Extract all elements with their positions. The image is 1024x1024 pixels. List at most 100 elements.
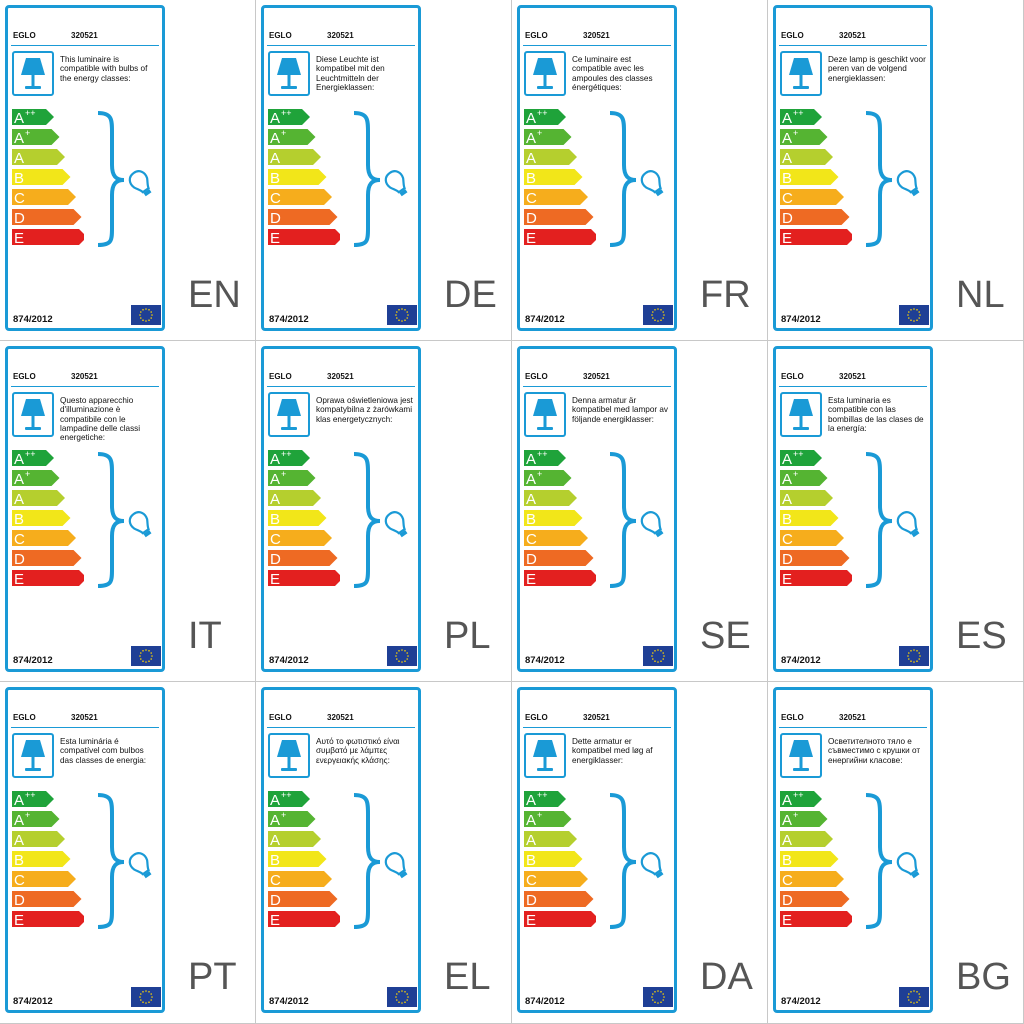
energy-class-superscript: ++: [537, 450, 548, 459]
energy-class-arrow: A: [268, 149, 321, 167]
energy-class-arrow: E: [524, 911, 596, 929]
energy-class-arrow: D: [524, 209, 594, 227]
language-code: EN: [188, 274, 241, 316]
energy-class-letter: C: [526, 872, 537, 889]
energy-label-card: EGLO 320521 Esta luminaria es compatible c…: [773, 346, 933, 672]
energy-class-superscript: +: [281, 128, 286, 138]
energy-class-letter: A: [14, 150, 24, 167]
compatibility-text: Questo apparecchio d'illuminazione è com…: [60, 396, 141, 443]
curly-brace-bulb: [609, 793, 664, 929]
product-code: 320521: [583, 31, 610, 40]
brand-name: EGLO: [13, 372, 36, 381]
energy-class-arrow: A +: [524, 469, 572, 488]
label-cell-pt: EGLO 320521 Esta luminária é compatível co…: [0, 682, 256, 1024]
energy-class-arrow: A +: [12, 128, 60, 147]
energy-class-superscript: ++: [25, 109, 36, 118]
energy-class-letter: A: [782, 451, 792, 468]
table-lamp-icon: [524, 392, 566, 437]
curly-brace-bulb: [609, 111, 664, 247]
energy-class-arrow: A: [780, 490, 833, 508]
energy-class-arrow: A +: [524, 128, 572, 147]
energy-class-letter: B: [782, 852, 792, 869]
energy-class-letter: A: [526, 471, 536, 488]
label-cell-se: EGLO 320521 Denna armatur är kompatibel me…: [512, 341, 768, 682]
energy-class-letter: C: [14, 872, 25, 889]
energy-class-arrow: A +: [268, 128, 316, 147]
energy-class-arrow: A ++: [268, 791, 310, 809]
energy-class-letter: A: [14, 110, 24, 127]
energy-class-arrow: B: [780, 510, 839, 528]
energy-class-arrow: E: [12, 570, 84, 588]
energy-class-arrow: B: [524, 851, 583, 869]
energy-class-arrow: D: [268, 550, 338, 568]
energy-class-letter: E: [270, 912, 280, 929]
energy-class-letter: A: [526, 110, 536, 127]
energy-class-letter: A: [526, 491, 536, 508]
energy-class-letter: A: [270, 792, 280, 809]
header-divider: [779, 727, 927, 728]
eu-flag-icon: [131, 646, 161, 666]
language-code: PL: [444, 615, 491, 657]
energy-class-arrow: B: [12, 510, 71, 528]
energy-class-arrow: C: [12, 189, 76, 207]
energy-class-arrow: A ++: [780, 791, 822, 809]
energy-class-letter: A: [14, 130, 24, 147]
energy-class-arrow: A ++: [12, 109, 54, 127]
energy-class-superscript: ++: [281, 791, 292, 800]
energy-class-letter: A: [526, 451, 536, 468]
product-code: 320521: [583, 372, 610, 381]
energy-class-letter: E: [526, 912, 536, 929]
energy-class-letter: A: [526, 792, 536, 809]
eu-flag-icon: [131, 305, 161, 325]
energy-class-arrow: E: [524, 570, 596, 588]
energy-class-arrow: C: [12, 530, 76, 548]
energy-class-letter: A: [782, 491, 792, 508]
light-bulb-icon: [128, 170, 152, 197]
energy-class-letter: A: [14, 812, 24, 829]
light-bulb-icon: [896, 170, 920, 197]
energy-class-arrow: A: [12, 149, 65, 167]
energy-class-letter: D: [782, 210, 793, 227]
energy-label-card: EGLO 320521 Questo apparecchio d'illuminaz…: [5, 346, 165, 672]
energy-class-arrow: D: [780, 550, 850, 568]
energy-class-letter: B: [782, 511, 792, 528]
regulation-number: 874/2012: [269, 655, 309, 666]
energy-class-letter: A: [270, 832, 280, 849]
energy-class-arrow: A: [12, 490, 65, 508]
energy-class-letter: A: [14, 451, 24, 468]
eu-flag-icon: [643, 646, 673, 666]
product-code: 320521: [839, 372, 866, 381]
table-lamp-icon: [12, 51, 54, 96]
energy-class-arrow: D: [524, 891, 594, 909]
energy-class-arrow: B: [524, 510, 583, 528]
energy-class-arrow: E: [524, 229, 596, 247]
energy-class-letter: A: [14, 792, 24, 809]
curly-brace-bulb: [353, 793, 408, 929]
energy-class-superscript: ++: [793, 791, 804, 800]
label-cell-nl: EGLO 320521 Deze lamp is geschikt voor per…: [768, 0, 1024, 341]
energy-class-arrow: A +: [780, 810, 828, 829]
product-code: 320521: [71, 372, 98, 381]
brand-name: EGLO: [13, 31, 36, 40]
curly-brace-bulb: [97, 111, 152, 247]
curly-brace-bulb: [353, 111, 408, 247]
energy-class-arrow: B: [780, 851, 839, 869]
language-code: PT: [188, 956, 237, 998]
energy-class-arrow: E: [780, 911, 852, 929]
compatibility-text: Esta luminaria es compatible con las bom…: [828, 396, 924, 433]
energy-class-arrow: C: [524, 189, 588, 207]
light-bulb-icon: [896, 852, 920, 879]
energy-class-letter: B: [14, 511, 24, 528]
energy-label-card: EGLO 320521 Oprawa oświetleniowa jest komp…: [261, 346, 421, 672]
energy-class-letter: A: [270, 451, 280, 468]
energy-class-arrow: B: [12, 851, 71, 869]
energy-class-letter: A: [526, 130, 536, 147]
energy-class-letter: C: [14, 531, 25, 548]
energy-class-arrow: A: [524, 831, 577, 849]
language-code: DE: [444, 274, 497, 316]
energy-class-letter: C: [782, 190, 793, 207]
energy-class-arrow: A: [780, 149, 833, 167]
